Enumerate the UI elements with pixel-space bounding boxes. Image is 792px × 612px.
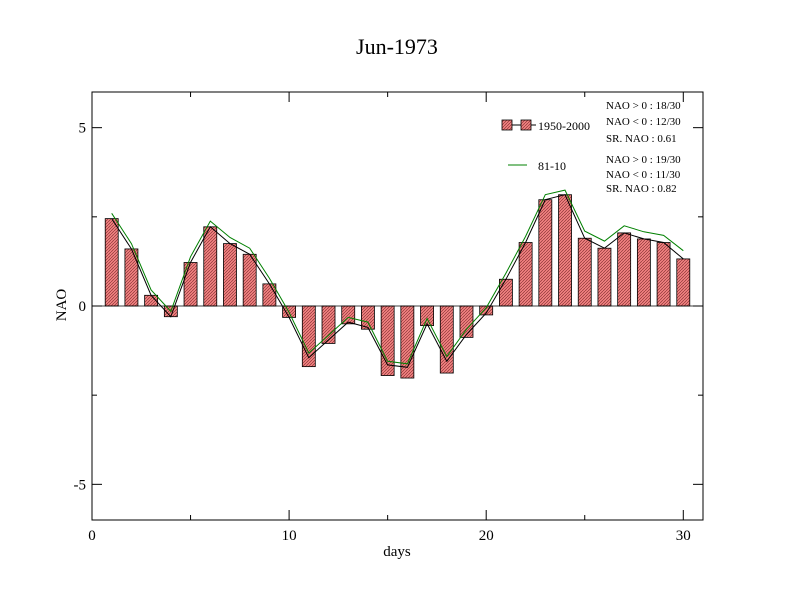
bar-day-6 [203, 226, 218, 307]
bar-day-26 [597, 247, 612, 307]
legend: 1950-2000 81-10 [501, 119, 590, 173]
bar-day-8 [242, 253, 257, 307]
bar-day-30 [676, 258, 691, 307]
legend-label-1950-2000: 1950-2000 [538, 119, 590, 133]
x-tick-label-10: 10 [282, 528, 297, 544]
bar-day-12 [321, 305, 336, 344]
legend-bar-swatch-left [501, 119, 513, 131]
stats-set1-line2: NAO < 0 : 12/30 [606, 116, 681, 128]
bar-day-25 [577, 237, 592, 307]
bar-day-7 [223, 243, 237, 307]
stats-set1-line1: NAO > 0 : 18/30 [606, 100, 681, 112]
x-axis-label: days [383, 544, 411, 560]
x-tick-label-20: 20 [479, 528, 494, 544]
bar-day-27 [617, 232, 632, 307]
y-axis-ticks: -5 0 5 [74, 121, 703, 493]
x-axis-ticks: 0 10 20 30 [88, 92, 691, 544]
legend-bar-swatch-right [520, 119, 532, 131]
bar-day-19 [459, 305, 474, 338]
legend-label-81-10: 81-10 [538, 159, 566, 173]
bar-day-29 [656, 242, 671, 307]
bar-day-23 [538, 199, 553, 307]
stats-set1-line3: SR. NAO : 0.61 [606, 133, 677, 145]
line-series [111, 189, 684, 368]
bar-day-2 [124, 248, 139, 307]
stats-set2-line3: SR. NAO : 0.82 [606, 183, 677, 195]
bar-day-9 [262, 283, 277, 307]
bar-day-21 [499, 278, 513, 307]
line-series-black-0 [111, 194, 684, 368]
bar-day-1 [104, 218, 119, 307]
line-series-81-10 [111, 189, 684, 365]
y-axis-label: NAO [54, 289, 70, 322]
stats-set2-line2: NAO < 0 : 11/30 [606, 169, 681, 181]
chart-title: Jun-1973 [356, 34, 438, 59]
x-tick-label-30: 30 [676, 528, 691, 544]
bar-day-22 [518, 242, 533, 307]
stats-block: NAO > 0 : 18/30 NAO < 0 : 12/30 SR. NAO … [606, 100, 681, 195]
bar-series [92, 194, 703, 379]
y-tick-label-5: 5 [79, 121, 87, 137]
y-tick-label--5: -5 [74, 477, 87, 493]
stats-set2-line1: NAO > 0 : 19/30 [606, 154, 681, 166]
x-tick-label-0: 0 [88, 528, 96, 544]
bar-day-18 [439, 305, 454, 374]
bar-day-28 [636, 238, 651, 307]
y-tick-label-0: 0 [79, 299, 87, 315]
bar-day-24 [558, 194, 572, 307]
